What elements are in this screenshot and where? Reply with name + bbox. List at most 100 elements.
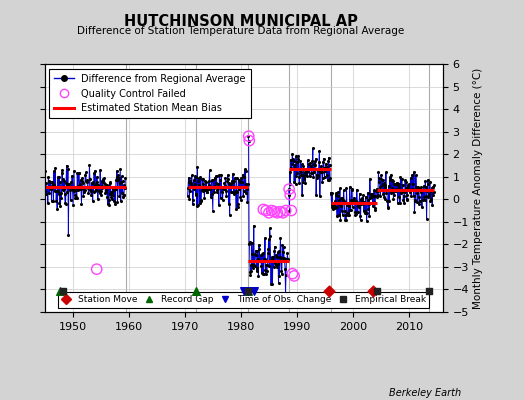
Point (242, 180, 250, 187)
Point (427, 196, 435, 202)
Point (219, 197, 227, 203)
Point (266, 225, 274, 231)
Point (262, 207, 270, 214)
Point (350, 198, 358, 204)
Point (41, 183, 50, 190)
Point (99, 176, 107, 183)
Point (65, 181, 73, 188)
Point (352, 198, 360, 204)
Point (114, 176, 122, 183)
Point (297, 172, 305, 178)
Point (377, 171, 386, 178)
Point (325, 162, 334, 168)
Point (267, 280, 275, 287)
Point (105, 180, 114, 186)
Point (83, 177, 91, 184)
Point (408, 186, 417, 192)
Point (221, 183, 229, 190)
Point (116, 198, 125, 204)
Point (350, 194, 358, 201)
Point (361, 207, 369, 214)
Point (258, 271, 267, 277)
Point (398, 188, 407, 195)
Point (392, 180, 401, 186)
Point (285, 186, 293, 192)
Point (106, 179, 115, 185)
Point (370, 206, 379, 213)
Point (254, 273, 263, 280)
Point (308, 158, 316, 164)
Point (381, 182, 389, 188)
Point (245, 138, 254, 144)
Point (326, 189, 335, 196)
Point (49, 181, 57, 188)
Point (188, 182, 196, 189)
Point (253, 248, 261, 254)
Point (72, 194, 80, 200)
Point (200, 185, 208, 192)
Point (47, 198, 56, 204)
Point (233, 189, 242, 196)
Point (403, 192, 412, 198)
Point (304, 161, 313, 167)
Point (337, 202, 345, 209)
Point (421, 178, 429, 184)
Point (246, 272, 255, 278)
Point (369, 199, 378, 205)
Point (70, 187, 79, 194)
Point (330, 201, 338, 207)
Point (358, 198, 366, 204)
Point (104, 183, 112, 189)
Point (331, 205, 340, 212)
Point (295, 180, 303, 186)
Point (397, 188, 406, 194)
Point (424, 194, 433, 200)
Point (425, 179, 434, 186)
Point (247, 268, 256, 274)
Point (270, 243, 279, 250)
Point (209, 177, 217, 183)
Point (100, 174, 108, 181)
Point (103, 194, 112, 200)
Point (187, 181, 195, 187)
Point (216, 177, 224, 183)
Point (275, 280, 283, 286)
Point (237, 179, 246, 186)
Point (311, 156, 320, 162)
Point (211, 174, 219, 181)
Point (98, 182, 106, 189)
Point (208, 177, 216, 184)
Point (386, 174, 395, 180)
Point (259, 250, 267, 257)
Point (248, 240, 256, 246)
Point (326, 175, 334, 182)
Point (190, 173, 199, 179)
Point (314, 172, 323, 178)
Point (410, 168, 418, 175)
Point (423, 188, 431, 194)
Point (216, 184, 224, 190)
Point (286, 192, 294, 198)
Point (371, 204, 379, 211)
Point (399, 181, 407, 188)
Point (113, 198, 122, 205)
Point (320, 174, 329, 180)
Point (210, 188, 219, 195)
Point (273, 254, 281, 260)
Point (365, 213, 374, 219)
Point (56, 203, 64, 210)
Point (378, 182, 386, 188)
Point (105, 202, 113, 208)
Point (272, 262, 280, 268)
Point (192, 287, 200, 294)
Point (191, 191, 200, 197)
Point (185, 196, 194, 203)
Point (220, 186, 228, 192)
Point (120, 192, 128, 198)
Point (361, 210, 369, 216)
Point (428, 202, 436, 208)
Point (196, 174, 204, 180)
Point (231, 175, 239, 181)
Point (228, 170, 237, 177)
Point (283, 256, 292, 262)
